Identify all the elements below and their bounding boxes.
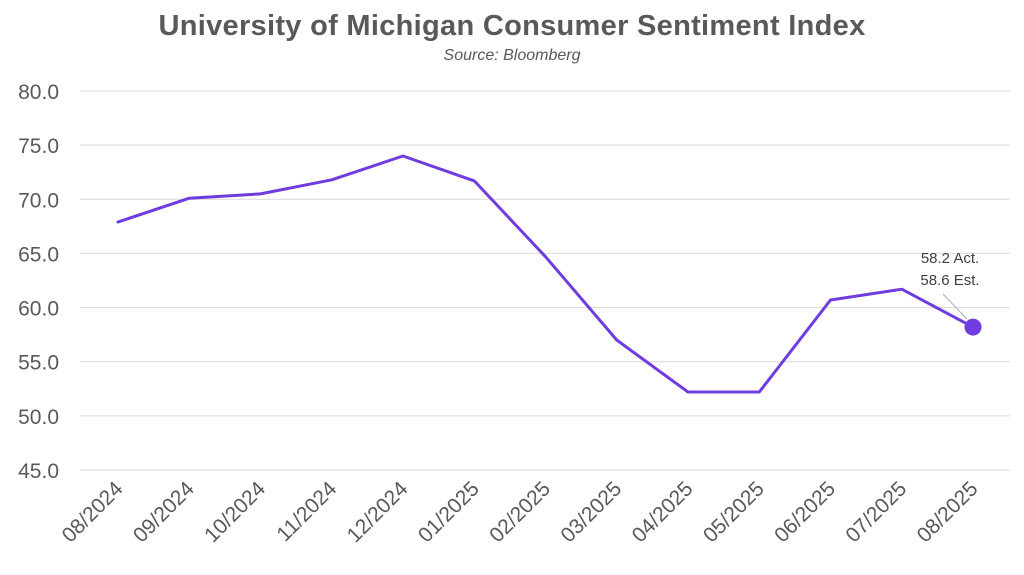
- chart-title: University of Michigan Consumer Sentimen…: [158, 10, 866, 42]
- x-tick-label: 04/2025: [628, 477, 698, 547]
- last-point-marker: [964, 318, 982, 336]
- x-tick-label: 03/2025: [556, 477, 626, 547]
- x-tick-label: 07/2025: [841, 477, 911, 547]
- y-tick-label: 65.0: [18, 243, 59, 266]
- y-tick-label: 45.0: [18, 460, 59, 483]
- y-tick-label: 75.0: [18, 135, 59, 158]
- x-tick-label: 08/2025: [913, 477, 983, 547]
- y-tick-label: 80.0: [18, 81, 59, 104]
- y-tick-label: 55.0: [18, 352, 59, 375]
- y-tick-label: 60.0: [18, 298, 59, 321]
- chart-subtitle: Source: Bloomberg: [443, 47, 581, 64]
- x-tick-label: 10/2024: [200, 477, 270, 547]
- annotation-text: 58.6 Est.: [920, 272, 979, 289]
- x-tick-label: 02/2025: [485, 477, 555, 547]
- y-tick-label: 50.0: [18, 406, 59, 429]
- x-tick-label: 05/2025: [699, 477, 769, 547]
- annotation-leader: [942, 293, 968, 320]
- x-tick-label: 12/2024: [343, 477, 413, 547]
- x-tick-label: 09/2024: [129, 477, 199, 547]
- annotation-text: 58.2 Act.: [921, 250, 979, 267]
- x-tick-label: 01/2025: [414, 477, 484, 547]
- x-tick-label: 11/2024: [272, 477, 341, 546]
- x-tick-label: 06/2025: [770, 477, 840, 547]
- y-tick-label: 70.0: [18, 189, 59, 212]
- series-line: [116, 154, 975, 394]
- x-tick-label: 08/2024: [58, 477, 128, 547]
